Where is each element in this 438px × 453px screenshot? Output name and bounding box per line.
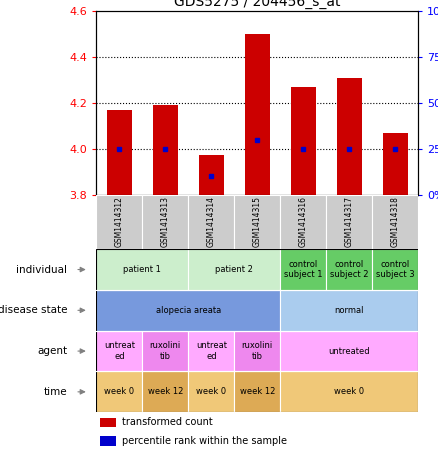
Bar — [99, 436, 116, 446]
Bar — [280, 331, 418, 371]
Text: normal: normal — [335, 306, 364, 315]
Text: control
subject 3: control subject 3 — [376, 260, 415, 279]
Bar — [199, 154, 224, 195]
Text: patient 2: patient 2 — [215, 265, 253, 274]
Bar — [142, 371, 188, 412]
Text: untreat
ed: untreat ed — [196, 342, 227, 361]
Text: week 12: week 12 — [240, 387, 275, 396]
Bar — [96, 331, 142, 371]
Bar — [142, 331, 188, 371]
Text: transformed count: transformed count — [122, 417, 213, 428]
Text: GSM1414315: GSM1414315 — [253, 197, 262, 247]
Bar — [280, 290, 418, 331]
Text: GSM1414313: GSM1414313 — [161, 197, 170, 247]
Text: control
subject 2: control subject 2 — [330, 260, 368, 279]
Text: agent: agent — [37, 346, 67, 356]
Text: percentile rank within the sample: percentile rank within the sample — [122, 436, 287, 446]
Bar — [326, 195, 372, 249]
Bar — [188, 249, 280, 290]
Text: GSM1414314: GSM1414314 — [207, 197, 216, 247]
Bar — [234, 331, 280, 371]
Text: control
subject 1: control subject 1 — [284, 260, 322, 279]
Bar — [96, 249, 188, 290]
Bar — [372, 195, 418, 249]
Text: week 0: week 0 — [104, 387, 134, 396]
Bar — [96, 290, 280, 331]
Text: time: time — [44, 387, 67, 397]
Bar — [245, 34, 270, 195]
Text: week 0: week 0 — [334, 387, 364, 396]
Bar — [383, 133, 408, 195]
Title: GDS5275 / 204456_s_at: GDS5275 / 204456_s_at — [174, 0, 341, 9]
Bar — [142, 195, 188, 249]
Bar — [96, 195, 142, 249]
Bar — [280, 249, 326, 290]
Text: individual: individual — [17, 265, 67, 275]
Text: disease state: disease state — [0, 305, 67, 315]
Text: GSM1414317: GSM1414317 — [345, 197, 354, 247]
Bar — [153, 106, 178, 195]
Bar — [280, 371, 418, 412]
Text: ruxolini
tib: ruxolini tib — [150, 342, 181, 361]
Text: week 0: week 0 — [196, 387, 226, 396]
Text: ruxolini
tib: ruxolini tib — [242, 342, 273, 361]
Text: patient 1: patient 1 — [124, 265, 161, 274]
Text: GSM1414312: GSM1414312 — [115, 197, 124, 247]
Bar — [188, 331, 234, 371]
Bar — [326, 249, 372, 290]
Text: GSM1414318: GSM1414318 — [391, 197, 400, 247]
Bar — [99, 418, 116, 427]
Text: untreat
ed: untreat ed — [104, 342, 135, 361]
Bar — [337, 78, 362, 195]
Bar — [188, 195, 234, 249]
Bar — [372, 249, 418, 290]
Bar — [96, 371, 142, 412]
Bar — [107, 110, 132, 195]
Text: GSM1414316: GSM1414316 — [299, 197, 308, 247]
Bar — [234, 371, 280, 412]
Bar — [280, 195, 326, 249]
Bar — [234, 195, 280, 249]
Text: alopecia areata: alopecia areata — [156, 306, 221, 315]
Bar — [188, 371, 234, 412]
Bar — [291, 87, 316, 195]
Text: untreated: untreated — [328, 347, 370, 356]
Text: week 12: week 12 — [148, 387, 183, 396]
